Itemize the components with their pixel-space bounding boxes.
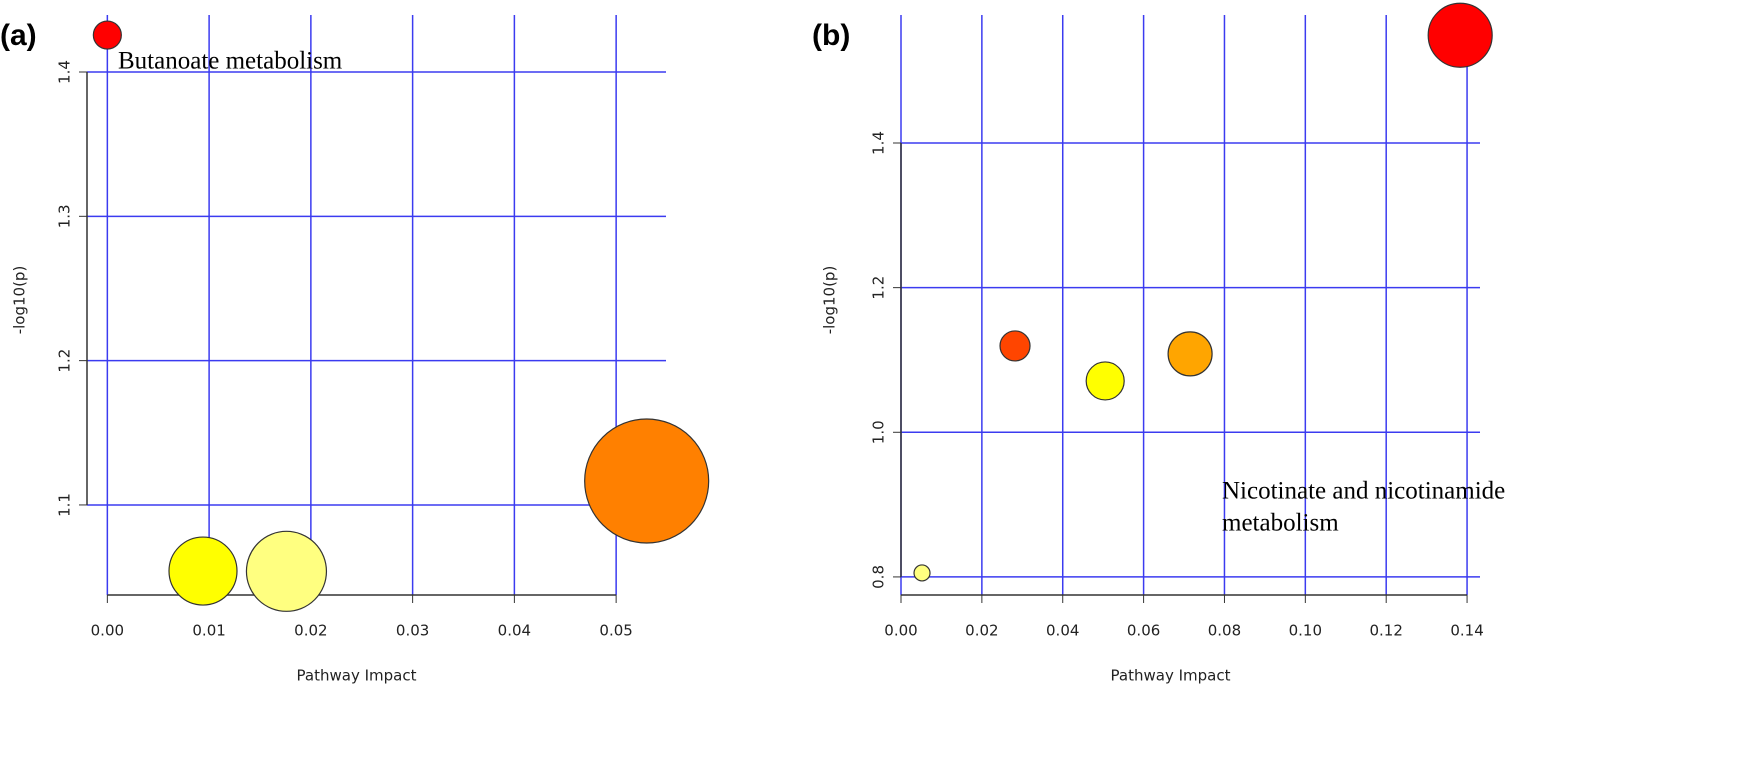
bubble xyxy=(1085,361,1125,401)
x-tick-label: 0.00 xyxy=(884,622,917,640)
annotation: metabolism xyxy=(1222,510,1339,537)
x-tick-label: 0.02 xyxy=(965,622,998,640)
annotation: Butanoate metabolism xyxy=(118,48,343,75)
x-tick-label: 0.10 xyxy=(1289,622,1322,640)
y-tick-label: 1.2 xyxy=(870,276,888,300)
x-tick-label: 0.08 xyxy=(1208,622,1241,640)
x-tick-label: 0.04 xyxy=(498,622,531,640)
x-tick-label: 0.12 xyxy=(1369,622,1402,640)
y-tick-label: 1.1 xyxy=(56,493,74,517)
x-tick-label: 0.04 xyxy=(1046,622,1079,640)
bubble xyxy=(913,564,931,582)
y-tick-label: 1.4 xyxy=(56,60,74,84)
x-tick-label: 0.02 xyxy=(294,622,327,640)
bubble xyxy=(168,536,238,606)
panel-label: (b) xyxy=(812,19,850,52)
y-tick-label: 1.0 xyxy=(870,420,888,444)
y-axis-title: -log10(p) xyxy=(11,266,29,335)
annotation: Nicotinate and nicotinamide xyxy=(1222,478,1505,505)
bubble xyxy=(245,530,328,612)
y-tick-label: 0.8 xyxy=(870,565,888,589)
bubble xyxy=(999,330,1031,362)
panel-label: (a) xyxy=(0,19,37,52)
bubble xyxy=(1427,2,1493,68)
bubble xyxy=(92,20,122,50)
x-axis-title: Pathway Impact xyxy=(1111,667,1231,685)
x-tick-label: 0.00 xyxy=(91,622,124,640)
x-tick-label: 0.05 xyxy=(599,622,632,640)
y-tick-label: 1.2 xyxy=(56,349,74,373)
x-tick-label: 0.03 xyxy=(396,622,429,640)
y-tick-label: 1.4 xyxy=(870,131,888,155)
bubble xyxy=(584,418,710,544)
x-tick-label: 0.06 xyxy=(1127,622,1160,640)
y-axis-title: -log10(p) xyxy=(821,266,839,335)
y-tick-label: 1.3 xyxy=(56,204,74,228)
x-axis-title: Pathway Impact xyxy=(297,667,417,685)
x-tick-label: 0.01 xyxy=(192,622,225,640)
bubble xyxy=(1167,331,1213,377)
x-tick-label: 0.14 xyxy=(1450,622,1483,640)
